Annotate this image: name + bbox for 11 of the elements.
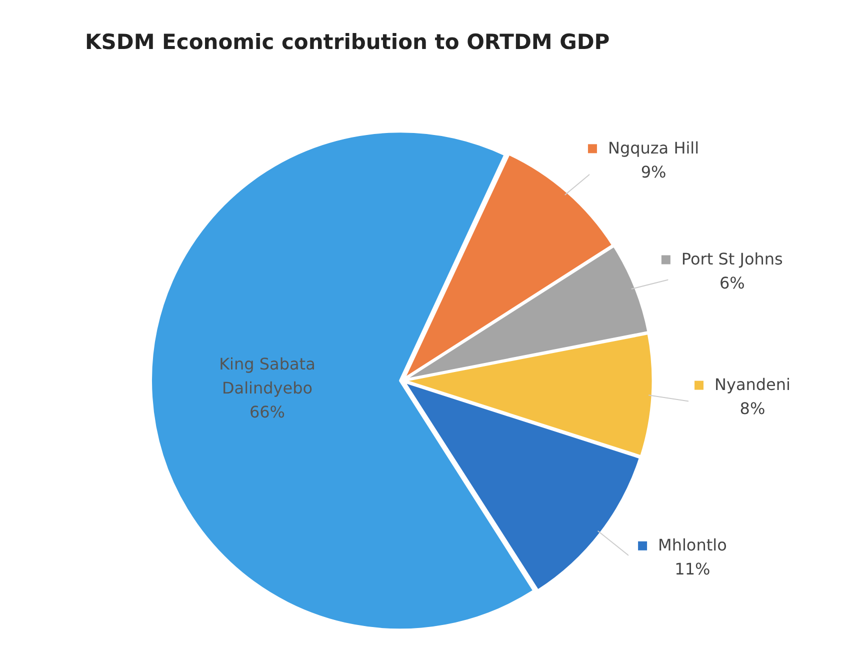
legend-label: Mhlontlo <box>658 536 727 555</box>
data-label: 11% <box>674 560 710 579</box>
data-label: 9% <box>640 162 666 182</box>
data-label: 8% <box>740 398 766 418</box>
legend-label: Ngquza Hill <box>608 138 700 158</box>
slice-label: King Sabata Dalindyebo <box>219 354 316 398</box>
legend-label: Nyandeni <box>714 374 790 394</box>
legend-label: Port St Johns <box>681 249 783 268</box>
data-label: 6% <box>719 273 745 292</box>
chart-title: KSDM Economic contribution to ORTDM GDP <box>85 30 610 54</box>
data-label: 66% <box>249 402 286 422</box>
